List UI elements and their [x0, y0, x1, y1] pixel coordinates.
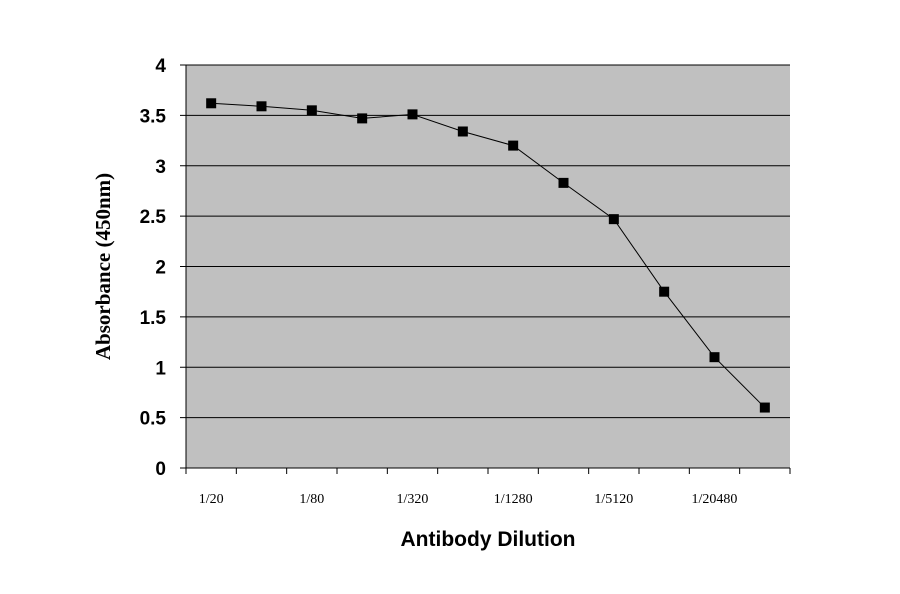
data-point-marker [608, 214, 619, 225]
x-tick-labels: 1/20 1/80 1/320 1/1280 1/5120 1/20480 [199, 492, 738, 507]
data-point-marker [407, 109, 418, 120]
y-tick-label: 2.5 [140, 207, 167, 228]
y-tick-labels: 0 0.5 1 1.5 2 2.5 3 3.5 4 [140, 56, 167, 480]
data-point-marker [508, 140, 519, 151]
data-point-marker [357, 113, 368, 124]
x-tick-label: 1/20 [199, 492, 224, 507]
data-point-marker [659, 286, 670, 297]
y-tick-label: 3 [155, 157, 166, 178]
y-tick-label: 1.5 [140, 308, 167, 329]
y-tick-label: 4 [155, 56, 166, 77]
data-point-marker [558, 177, 569, 188]
y-tick-label: 3.5 [140, 106, 167, 127]
x-tick-label: 1/1280 [494, 492, 533, 507]
data-point-marker [206, 98, 217, 109]
y-tick-label: 0 [155, 459, 166, 480]
axes [180, 64, 791, 474]
data-point-marker [256, 101, 267, 112]
data-point-marker [457, 126, 468, 137]
data-point-marker [306, 105, 317, 116]
data-point-marker [709, 352, 720, 363]
y-axis-label: Absorbance (450nm) [91, 173, 115, 360]
x-tick-label: 1/5120 [594, 492, 633, 507]
gridlines [186, 64, 790, 419]
y-tick-label: 0.5 [140, 409, 167, 430]
x-tick-label: 1/80 [299, 492, 324, 507]
x-tick-label: 1/20480 [692, 492, 738, 507]
x-tick-label: 1/320 [397, 492, 429, 507]
data-markers [206, 98, 770, 413]
y-tick-label: 1 [155, 358, 166, 379]
x-axis-label: Antibody Dilution [401, 528, 576, 551]
series-line [211, 102, 766, 408]
data-point-marker [759, 402, 770, 413]
y-tick-label: 2 [155, 258, 166, 279]
